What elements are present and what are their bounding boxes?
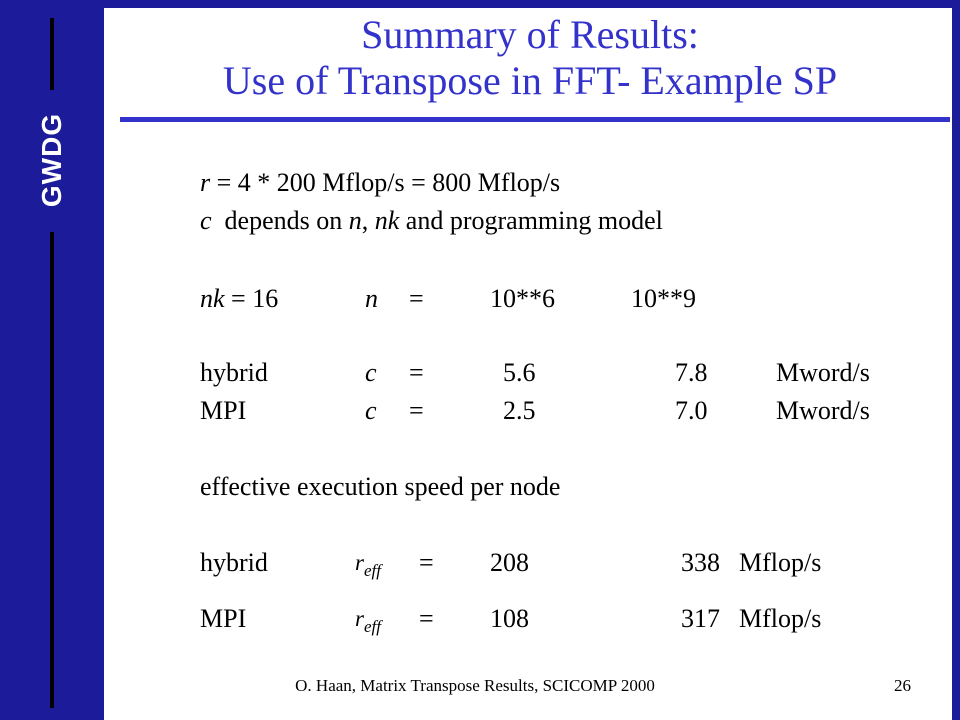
- sidebar: GWDG: [0, 0, 104, 720]
- r-eff-symbol: reff: [355, 602, 381, 644]
- r-value-2: 317: [681, 604, 720, 633]
- var-c: c: [200, 206, 212, 235]
- effective-speed-text: effective execution speed per node: [200, 472, 561, 501]
- hybrid-reff-row: hybrid reff = 208 338 Mflop/s: [200, 546, 920, 580]
- row-label: MPI: [200, 396, 247, 425]
- text-comma: ,: [361, 206, 375, 235]
- equals-sign: =: [419, 604, 434, 633]
- row-label: hybrid: [200, 548, 268, 577]
- unit-label: Mword/s: [776, 358, 870, 387]
- c-value-2: 7.0: [675, 396, 708, 425]
- row-label: hybrid: [200, 358, 268, 387]
- title-line-1: Summary of Results:: [361, 12, 699, 57]
- hybrid-c-row: hybrid c = 5.6 7.8 Mword/s: [200, 356, 920, 390]
- unit-label: Mflop/s: [739, 604, 822, 633]
- equals-sign: =: [409, 358, 424, 387]
- c-value-2: 7.8: [675, 358, 708, 387]
- nk-value: = 16: [224, 284, 279, 313]
- r-value-1: 108: [490, 604, 529, 633]
- frame-right-bar: [952, 0, 960, 720]
- r-value-2: 338: [681, 548, 720, 577]
- title-underline: [120, 117, 950, 122]
- formula-r-text: = 4 * 200 Mflop/s = 800 Mflop/s: [210, 168, 561, 197]
- title-line-2: Use of Transpose in FFT- Example SP: [222, 58, 838, 103]
- equals-sign: =: [419, 548, 434, 577]
- r-value-1: 208: [490, 548, 529, 577]
- equals-sign: =: [409, 284, 424, 313]
- text-programming-model: and programming model: [399, 206, 663, 235]
- n-value-1: 10**6: [490, 284, 555, 313]
- r-eff-base: r: [355, 606, 364, 631]
- sidebar-line-bottom: [50, 232, 54, 708]
- var-r: r: [200, 168, 211, 197]
- var-nk-label: nk: [200, 284, 225, 313]
- formula-c: c depends on n, nk and programming model: [200, 204, 920, 238]
- unit-label: Mflop/s: [739, 548, 822, 577]
- slide-number: 26: [894, 676, 911, 695]
- r-eff-sub: eff: [363, 617, 381, 636]
- sidebar-line-top: [50, 18, 54, 90]
- c-value-1: 5.6: [503, 358, 536, 387]
- r-eff-sub: eff: [363, 561, 381, 580]
- r-eff-base: r: [355, 550, 364, 575]
- equals-sign: =: [409, 396, 424, 425]
- gwdg-logo: GWDG: [36, 112, 67, 208]
- slide-title: Summary of Results: Use of Transpose in …: [120, 12, 940, 104]
- c-value-1: 2.5: [503, 396, 536, 425]
- r-eff-symbol: reff: [355, 546, 381, 588]
- var-n-label: n: [365, 284, 378, 313]
- row-label: MPI: [200, 604, 247, 633]
- n-value-2: 10**9: [631, 284, 696, 313]
- frame-top-bar: [0, 0, 960, 8]
- var-c: c: [365, 358, 377, 387]
- var-nk: nk: [374, 206, 400, 235]
- unit-label: Mword/s: [776, 396, 870, 425]
- effective-speed-heading: effective execution speed per node: [200, 470, 920, 504]
- mpi-reff-row: MPI reff = 108 317 Mflop/s: [200, 602, 920, 636]
- nk-header-row: nk = 16 n = 10**6 10**9: [200, 282, 920, 316]
- mpi-c-row: MPI c = 2.5 7.0 Mword/s: [200, 394, 920, 428]
- var-c: c: [365, 396, 377, 425]
- text-depends-on: depends on: [211, 206, 349, 235]
- slide-footer: O. Haan, Matrix Transpose Results, SCICO…: [295, 676, 655, 695]
- var-n: n: [348, 206, 362, 235]
- formula-r: r = 4 * 200 Mflop/s = 800 Mflop/s: [200, 166, 920, 200]
